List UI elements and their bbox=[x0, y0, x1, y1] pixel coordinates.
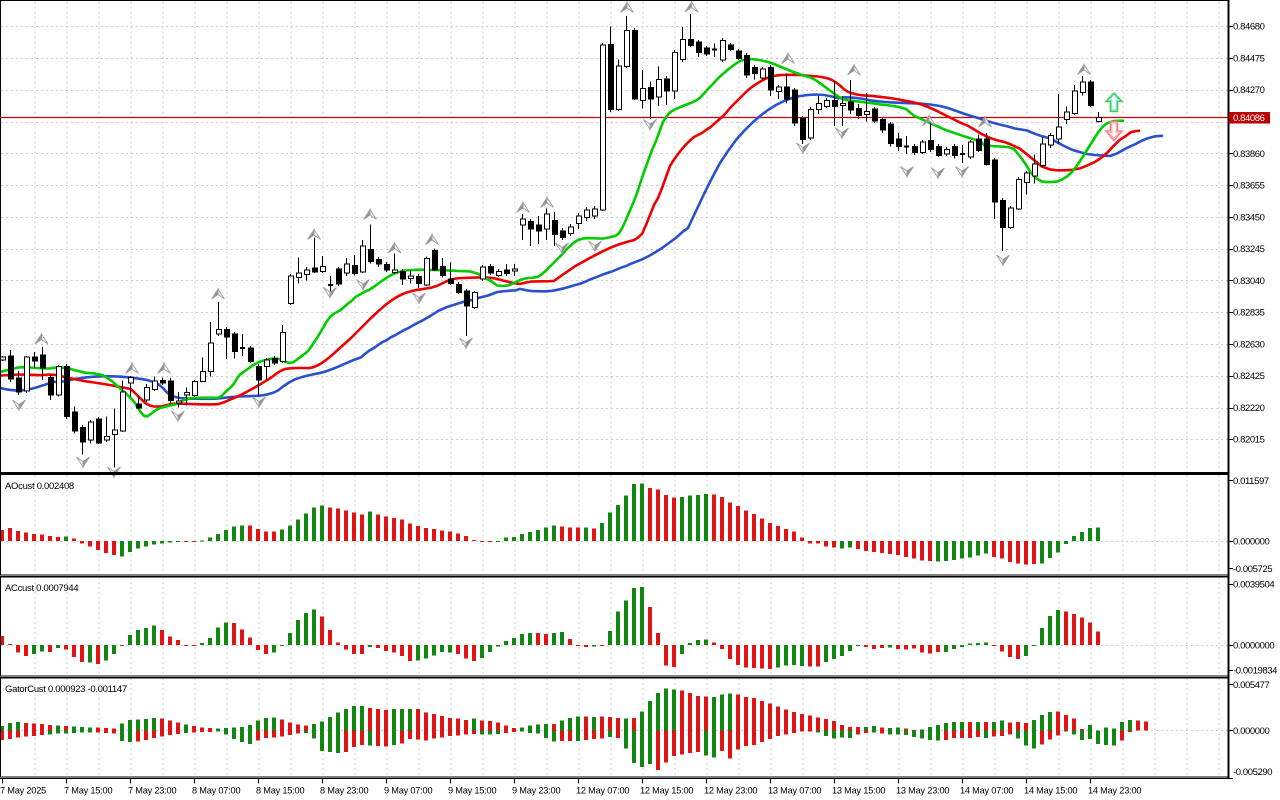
svg-text:13 May 23:00: 13 May 23:00 bbox=[896, 786, 949, 796]
svg-text:-0.005290: -0.005290 bbox=[1233, 767, 1272, 778]
svg-text:0.83245: 0.83245 bbox=[1233, 244, 1265, 255]
svg-text:14 May 23:00: 14 May 23:00 bbox=[1088, 786, 1141, 796]
svg-text:13 May 07:00: 13 May 07:00 bbox=[768, 786, 821, 796]
svg-text:0.0039504: 0.0039504 bbox=[1233, 579, 1274, 590]
svg-text:0.83860: 0.83860 bbox=[1233, 149, 1265, 160]
svg-text:0.000000: 0.000000 bbox=[1233, 536, 1270, 547]
svg-text:12 May 23:00: 12 May 23:00 bbox=[704, 786, 757, 796]
svg-text:0.84680: 0.84680 bbox=[1233, 22, 1265, 33]
svg-text:0.011597: 0.011597 bbox=[1233, 476, 1269, 487]
svg-text:7 May 23:00: 7 May 23:00 bbox=[128, 786, 176, 796]
svg-text:0.83655: 0.83655 bbox=[1233, 181, 1265, 192]
svg-text:0.84086: 0.84086 bbox=[1233, 113, 1265, 124]
svg-text:0.82630: 0.82630 bbox=[1233, 339, 1265, 350]
svg-text:GatorCust 0.000923 -0.001147: GatorCust 0.000923 -0.001147 bbox=[5, 684, 127, 695]
svg-text:AOcust 0.002408: AOcust 0.002408 bbox=[5, 481, 74, 492]
svg-text:0.82835: 0.82835 bbox=[1233, 308, 1265, 319]
svg-text:0.84270: 0.84270 bbox=[1233, 85, 1265, 96]
svg-text:8 May 15:00: 8 May 15:00 bbox=[256, 786, 304, 796]
svg-text:ACcust 0.0007944: ACcust 0.0007944 bbox=[5, 583, 78, 594]
svg-text:7 May 2025: 7 May 2025 bbox=[0, 786, 46, 796]
svg-text:0.000000: 0.000000 bbox=[1233, 726, 1270, 737]
svg-text:-0.005725: -0.005725 bbox=[1233, 564, 1272, 575]
svg-text:0.0000000: 0.0000000 bbox=[1233, 640, 1274, 651]
svg-text:9 May 07:00: 9 May 07:00 bbox=[384, 786, 432, 796]
svg-text:14 May 07:00: 14 May 07:00 bbox=[960, 786, 1013, 796]
svg-text:0.82425: 0.82425 bbox=[1233, 371, 1265, 382]
svg-text:0.82015: 0.82015 bbox=[1233, 435, 1265, 446]
svg-text:7 May 15:00: 7 May 15:00 bbox=[64, 786, 112, 796]
svg-text:0.84475: 0.84475 bbox=[1233, 54, 1265, 65]
svg-text:0.005477: 0.005477 bbox=[1233, 680, 1270, 691]
svg-text:8 May 23:00: 8 May 23:00 bbox=[320, 786, 368, 796]
svg-text:9 May 15:00: 9 May 15:00 bbox=[448, 786, 496, 796]
svg-text:12 May 07:00: 12 May 07:00 bbox=[576, 786, 629, 796]
svg-text:14 May 15:00: 14 May 15:00 bbox=[1024, 786, 1077, 796]
svg-text:9 May 23:00: 9 May 23:00 bbox=[512, 786, 560, 796]
svg-text:0.82220: 0.82220 bbox=[1233, 403, 1265, 414]
svg-text:-0.0019834: -0.0019834 bbox=[1233, 665, 1277, 676]
svg-text:12 May 15:00: 12 May 15:00 bbox=[640, 786, 693, 796]
svg-text:13 May 15:00: 13 May 15:00 bbox=[832, 786, 885, 796]
svg-text:0.83040: 0.83040 bbox=[1233, 276, 1265, 287]
svg-text:0.83450: 0.83450 bbox=[1233, 212, 1265, 223]
svg-text:8 May 07:00: 8 May 07:00 bbox=[192, 786, 240, 796]
